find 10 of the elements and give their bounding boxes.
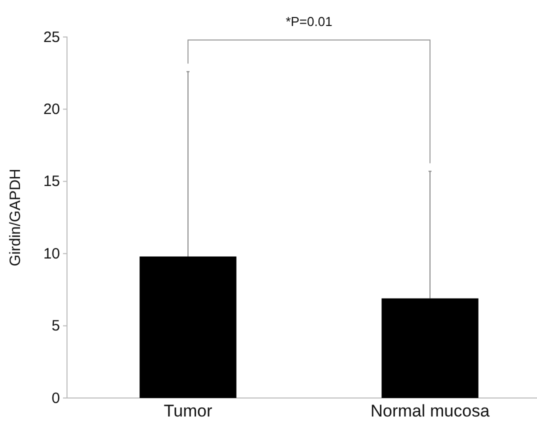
y-tick-label: 0 — [52, 390, 60, 407]
y-tick-label: 5 — [52, 318, 60, 335]
x-tick-label: Normal mucosa — [370, 401, 490, 420]
text: *P=0.01 — [286, 14, 332, 29]
y-tick-label: 15 — [43, 173, 60, 190]
y-tick-label: 25 — [43, 28, 60, 46]
y-axis-title: Girdin/GAPDH — [7, 168, 24, 266]
x-tick-label: Tumor — [164, 401, 213, 420]
y-tick-label: 10 — [43, 245, 60, 262]
y-tick-label: 20 — [43, 101, 60, 118]
